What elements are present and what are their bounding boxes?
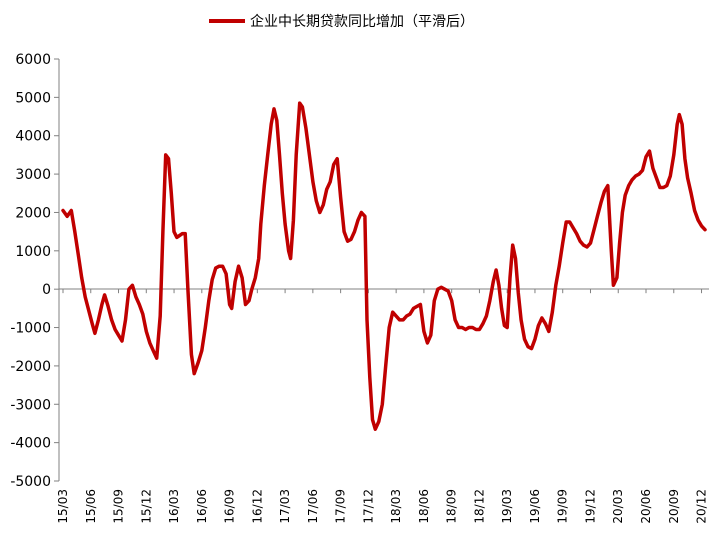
x-tick-label: 18/09	[445, 489, 459, 524]
x-tick-label: 17/09	[334, 489, 348, 524]
y-tick-label: -1000	[10, 321, 51, 337]
y-tick-label: 5000	[15, 90, 51, 106]
x-axis: 15/03 15/06 15/09 15/12 16/03 16/06 16/09 16/12…	[56, 288, 709, 524]
legend-label: 企业中长期贷款同比增加（平滑后）	[250, 13, 474, 30]
x-tick-label: 17/12	[361, 489, 375, 524]
y-tick-label: -3000	[10, 397, 51, 413]
y-tick-label: 6000	[15, 52, 51, 68]
y-tick-label: 3000	[15, 167, 51, 183]
x-tick-label: 20/12	[695, 489, 709, 524]
x-tick-label: 19/12	[583, 489, 597, 524]
x-tick-label: 15/06	[84, 489, 98, 524]
y-tick-label: -4000	[10, 436, 51, 452]
x-tick-label: 20/03	[611, 489, 625, 524]
x-tick-label: 18/06	[417, 489, 431, 524]
y-axis: 6000 5000 4000 3000 2000 1000 0 -1000 -2000 -3000…	[10, 52, 60, 490]
x-tick-label: 20/09	[667, 489, 681, 524]
x-tick-label: 16/09	[223, 489, 237, 524]
y-tick-label: 2000	[15, 205, 51, 221]
x-tick-label: 17/06	[306, 489, 320, 524]
x-tick-label: 15/09	[112, 489, 126, 524]
legend: 企业中长期贷款同比增加（平滑后）	[209, 13, 474, 30]
x-tick-label: 15/03	[56, 489, 70, 524]
y-tick-label: 4000	[15, 129, 51, 145]
x-tick-label: 19/09	[556, 489, 570, 524]
y-tick-label: 0	[42, 282, 51, 298]
x-tick-label: 17/03	[278, 489, 292, 524]
x-tick-label: 16/03	[167, 489, 181, 524]
x-tick-label: 19/06	[528, 489, 542, 524]
x-tick-label: 20/06	[639, 489, 653, 524]
y-tick-label: 1000	[15, 244, 51, 260]
x-tick-label: 16/12	[250, 489, 264, 524]
x-tick-label: 18/12	[472, 489, 486, 524]
y-tick-label: -2000	[10, 359, 51, 375]
x-tick-label: 18/03	[389, 489, 403, 524]
y-tick-label: -5000	[10, 474, 51, 490]
x-tick-label: 16/06	[195, 489, 209, 524]
series-line	[61, 101, 707, 431]
x-tick-label: 15/12	[139, 489, 153, 524]
x-tick-label: 19/03	[500, 489, 514, 524]
